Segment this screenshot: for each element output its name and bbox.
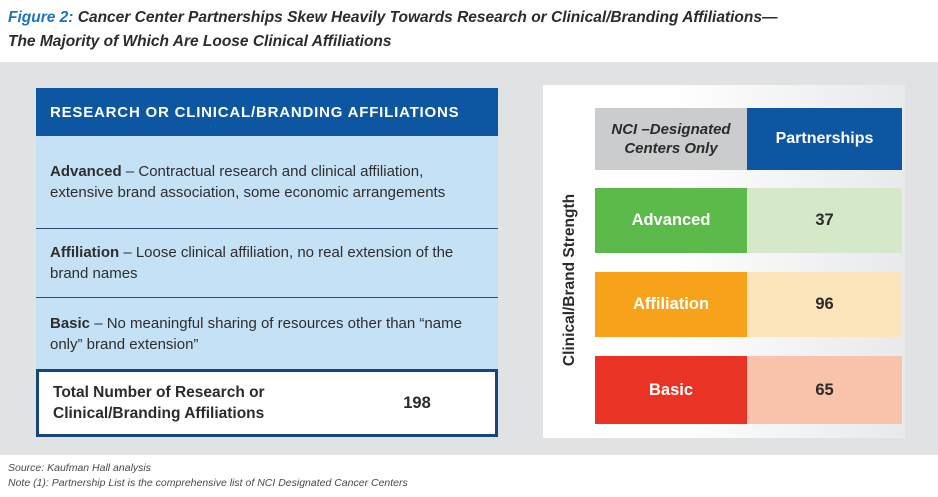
definition-term: Basic: [50, 314, 91, 332]
row-value: 37: [747, 188, 902, 253]
total-label: Total Number of Research or Clinical/Bra…: [53, 384, 265, 422]
figure-title-line1: Figure 2: Cancer Center Partnerships Ske…: [8, 6, 928, 30]
source-note: Source: Kaufman Hall analysis: [8, 462, 151, 474]
row-value: 65: [747, 356, 902, 424]
total-box: Total Number of Research or Clinical/Bra…: [36, 369, 498, 437]
footnote: Note (1): Partnership List is the compre…: [8, 477, 408, 489]
y-axis-label: Clinical/Brand Strength: [561, 193, 578, 367]
definition-description: – Loose clinical affiliation, no real ex…: [50, 244, 454, 282]
definitions-panel-header: RESEARCH OR CLINICAL/BRANDING AFFILIATIO…: [36, 88, 498, 136]
row-value: 96: [747, 272, 902, 337]
total-value: 198: [403, 393, 431, 412]
definition-term: Advanced: [50, 163, 122, 180]
definitions-panel-body: Advanced – Contractual research and clin…: [36, 136, 498, 369]
definition-description: – Contractual research and clinical affi…: [50, 163, 446, 201]
col-header-nci: NCI –Designated Centers Only: [595, 108, 747, 170]
row-label: Advanced: [595, 188, 747, 253]
row-label: Affiliation: [595, 272, 747, 337]
definition-item-basic: Basic – No meaningful sharing of resourc…: [36, 297, 498, 369]
definition-description: – No meaningful sharing of resources oth…: [50, 314, 462, 353]
figure-title: Figure 2: Cancer Center Partnerships Ske…: [8, 6, 928, 54]
figure-number-label: Figure 2:: [8, 9, 74, 26]
definitions-panel: RESEARCH OR CLINICAL/BRANDING AFFILIATIO…: [36, 88, 498, 437]
col-header-partnerships: Partnerships: [747, 108, 902, 170]
figure-title-text: Cancer Center Partnerships Skew Heavily …: [77, 9, 778, 26]
table-header-row: NCI –Designated Centers Only Partnership…: [595, 108, 902, 170]
footnotes: Source: Kaufman Hall analysis Note (1): …: [8, 461, 408, 491]
figure-title-line2: The Majority of Which Are Loose Clinical…: [8, 33, 392, 50]
row-label: Basic: [595, 356, 747, 424]
table-row-basic: Basic 65: [595, 356, 902, 424]
table-row-affiliation: Affiliation 96: [595, 272, 902, 337]
table-row-advanced: Advanced 37: [595, 188, 902, 253]
definition-item-advanced: Advanced – Contractual research and clin…: [36, 136, 498, 228]
definition-item-affiliation: Affiliation – Loose clinical affiliation…: [36, 228, 498, 297]
definition-term: Affiliation: [50, 244, 120, 261]
chart-card: Clinical/Brand Strength NCI –Designated …: [543, 85, 905, 438]
